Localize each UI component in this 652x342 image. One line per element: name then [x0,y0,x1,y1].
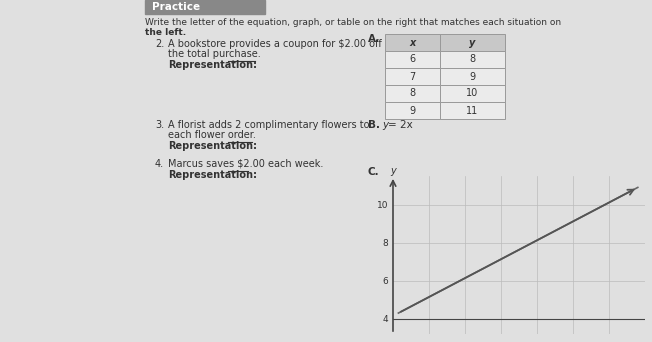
Bar [145,0,265,14]
Text: each flower order.: each flower order. [168,130,256,140]
Text: Representation:: Representation: [168,170,257,180]
Text: 6: 6 [409,54,415,65]
Text: 8: 8 [409,89,415,98]
Text: 10: 10 [466,89,479,98]
Text: A.: A. [368,34,380,44]
Text: 8: 8 [469,54,475,65]
Bar [440,68,505,85]
Text: the total purchase.: the total purchase. [168,49,261,59]
Text: Write the letter of the equation, graph, or table on the right that matches each: Write the letter of the equation, graph,… [145,18,561,27]
Text: Representation:: Representation: [168,60,257,70]
Text: the left.: the left. [145,28,186,37]
Text: 9: 9 [469,71,475,81]
Text: B.: B. [368,120,380,130]
Text: 3.: 3. [155,120,164,130]
Text: 2.: 2. [155,39,164,49]
Text: Practice: Practice [152,2,200,12]
Bar [440,34,505,51]
Text: Marcus saves $2.00 each week.: Marcus saves $2.00 each week. [168,159,323,169]
Text: y: y [382,120,388,130]
Text: = 2x: = 2x [388,120,413,130]
Text: 9: 9 [409,105,415,116]
Text: y: y [390,166,396,176]
Text: A florist adds 2 complimentary flowers to: A florist adds 2 complimentary flowers t… [168,120,370,130]
Bar [385,34,440,51]
Text: 7: 7 [409,71,415,81]
Bar [440,85,505,102]
Text: x: x [409,38,415,48]
Bar [385,102,440,119]
Text: 11: 11 [466,105,479,116]
Text: Representation:: Representation: [168,141,257,151]
Bar [385,51,440,68]
Text: C.: C. [368,167,379,177]
Text: 4.: 4. [155,159,164,169]
Text: A bookstore provides a coupon for $2.00 off: A bookstore provides a coupon for $2.00 … [168,39,382,49]
Bar [385,68,440,85]
Text: y: y [469,38,476,48]
Bar [440,51,505,68]
Bar [385,85,440,102]
Bar [440,102,505,119]
